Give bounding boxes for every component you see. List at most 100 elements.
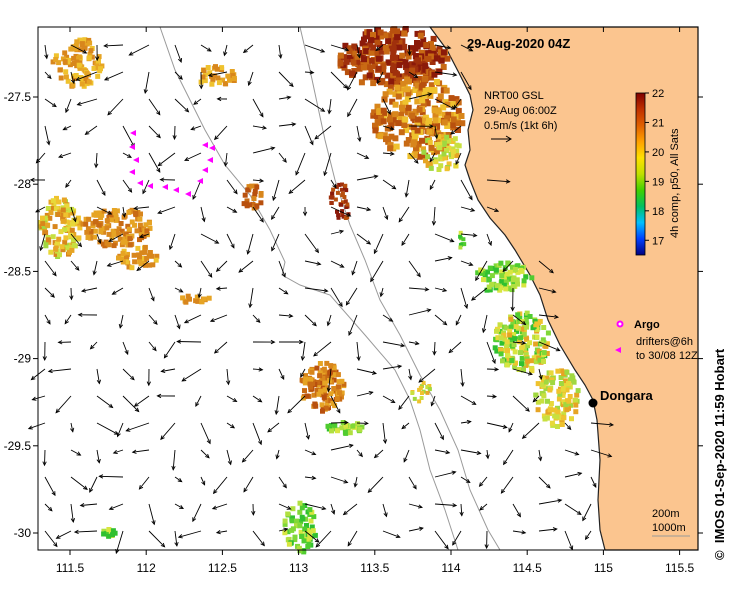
- sst-cell: [346, 54, 353, 61]
- current-arrowhead: [373, 453, 379, 459]
- sst-cell: [55, 212, 61, 217]
- sst-cell: [552, 407, 558, 413]
- current-arrow: [330, 260, 344, 268]
- drifter-position: [137, 180, 143, 186]
- current-arrow: [148, 152, 161, 173]
- current-arrowhead: [242, 48, 248, 54]
- sst-cell: [512, 364, 518, 370]
- isobath-label-1000m: 1000m: [652, 522, 686, 534]
- current-arrowhead: [342, 510, 348, 516]
- sst-cell: [358, 79, 365, 86]
- sst-cell: [328, 391, 334, 397]
- current-arrow: [158, 152, 176, 166]
- sst-cell: [508, 316, 514, 322]
- sst-cell: [285, 529, 291, 535]
- sst-cell: [355, 421, 360, 427]
- sst-cell: [418, 41, 425, 48]
- current-arrowhead: [146, 381, 152, 387]
- current-arrow: [247, 233, 254, 255]
- current-arrow: [582, 503, 592, 521]
- current-arrowhead: [463, 304, 469, 310]
- sst-cell: [512, 336, 518, 342]
- current-arrowhead: [426, 308, 432, 313]
- current-arrowhead: [288, 313, 294, 319]
- current-arrow: [471, 287, 488, 301]
- sst-cell: [458, 234, 463, 239]
- sst-cell: [75, 215, 81, 221]
- current-arrow: [382, 365, 402, 370]
- current-arrowhead: [275, 454, 280, 460]
- sst-cell: [72, 76, 77, 82]
- sst-cell: [413, 145, 419, 152]
- sst-cell: [454, 148, 460, 154]
- sst-cell: [134, 228, 140, 234]
- sst-cell: [573, 402, 579, 408]
- sst-cell: [561, 389, 566, 395]
- sst-cell: [441, 119, 448, 126]
- current-arrowhead: [171, 465, 176, 471]
- current-arrowhead: [111, 290, 117, 295]
- sst-cell: [498, 347, 504, 353]
- drifter-position: [202, 167, 208, 173]
- current-arrow: [148, 530, 165, 548]
- sst-cell: [282, 521, 288, 527]
- current-arrowhead: [321, 505, 327, 511]
- sst-cell: [429, 59, 436, 65]
- current-arrowhead: [142, 189, 147, 195]
- sst-cell: [545, 330, 551, 336]
- current-arrowhead: [271, 246, 276, 252]
- current-arrowhead: [475, 276, 480, 282]
- current-arrow: [508, 422, 514, 432]
- sst-cell: [396, 44, 403, 51]
- current-arrow: [44, 44, 48, 59]
- sst-cell: [382, 91, 389, 98]
- current-arrowhead: [418, 378, 424, 383]
- current-arrow: [212, 503, 228, 510]
- sst-cell: [508, 324, 514, 330]
- current-arrowhead: [177, 263, 183, 268]
- sst-cell: [414, 30, 421, 37]
- sst-cell: [485, 269, 490, 275]
- sst-cell: [337, 390, 343, 396]
- sst-cell: [382, 44, 389, 51]
- sst-cell: [446, 138, 452, 144]
- sst-cell: [299, 534, 305, 539]
- sst-cell: [72, 221, 78, 227]
- sst-cell: [411, 152, 418, 159]
- current-arrow: [460, 421, 471, 424]
- sst-cell: [392, 37, 399, 44]
- current-arrowhead: [274, 410, 279, 416]
- current-arrow: [139, 233, 150, 238]
- current-arrowhead: [367, 488, 373, 494]
- sst-cell: [307, 534, 313, 540]
- dongara-label: Dongara: [600, 388, 654, 403]
- current-arrowhead: [295, 170, 300, 176]
- current-arrow: [455, 314, 462, 325]
- sst-cell: [434, 123, 441, 130]
- lat-tick-label: -28.5: [4, 264, 32, 278]
- sst-cell: [428, 74, 434, 81]
- sst-cell: [410, 141, 417, 148]
- sst-cell: [324, 402, 330, 408]
- current-arrow: [32, 395, 46, 401]
- current-arrow: [315, 530, 332, 548]
- current-arrowhead: [431, 221, 437, 226]
- current-arrow: [287, 395, 306, 414]
- current-arrow: [304, 98, 325, 112]
- current-arrow: [267, 422, 280, 433]
- current-arrow: [304, 125, 314, 145]
- current-arrow: [226, 368, 229, 385]
- current-arrowhead: [216, 96, 222, 102]
- lon-tick-label: 113: [289, 561, 308, 575]
- sst-cell: [391, 41, 398, 48]
- sst-cell: [76, 54, 82, 60]
- sst-cell: [60, 56, 66, 62]
- sst-cell: [549, 377, 555, 383]
- sst-cell: [116, 226, 122, 232]
- drifter-position: [162, 184, 168, 190]
- current-arrow: [148, 341, 157, 351]
- sst-cell: [412, 108, 419, 115]
- sst-cell: [254, 203, 260, 209]
- current-arrowhead: [447, 256, 453, 261]
- current-arrow: [398, 206, 410, 223]
